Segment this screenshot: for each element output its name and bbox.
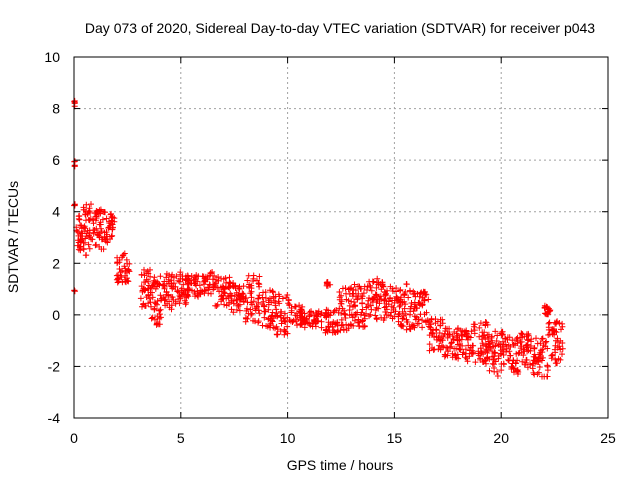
- data-point-cluster: [515, 330, 537, 372]
- x-tick-label: 20: [493, 430, 509, 446]
- data-point-cluster: [440, 325, 462, 362]
- data-point-cluster: [351, 281, 372, 330]
- data-points: [71, 97, 566, 380]
- x-tick-label: 10: [280, 430, 296, 446]
- grid-layer: [74, 57, 608, 418]
- data-point-cluster: [79, 201, 97, 259]
- data-point-cluster: [287, 302, 308, 329]
- y-tick-label: 4: [52, 204, 60, 220]
- plot-frame: [73, 56, 609, 419]
- data-point-cluster: [470, 319, 492, 367]
- x-axis-label: GPS time / hours: [287, 457, 394, 473]
- data-point-cluster: [410, 288, 432, 331]
- data-point-cluster: [212, 274, 233, 309]
- data-point-cluster: [366, 275, 387, 323]
- y-tick-label: 8: [52, 101, 60, 117]
- data-point-cluster: [242, 272, 263, 326]
- x-tick-labels: 0 5 10 15 20 25: [70, 430, 616, 446]
- x-tick-label: 15: [387, 430, 403, 446]
- data-point-cluster: [541, 302, 554, 318]
- data-point-cluster: [71, 201, 78, 209]
- data-point-cluster: [485, 328, 506, 379]
- y-tick-label: 0: [52, 307, 60, 323]
- chart-title: Day 073 of 2020, Sidereal Day-to-day VTE…: [85, 20, 595, 36]
- data-point-cluster: [71, 287, 78, 295]
- data-point-cluster: [148, 273, 165, 328]
- data-point-cluster: [323, 279, 334, 289]
- data-point-cluster: [530, 335, 551, 380]
- data-point-cluster: [169, 269, 190, 308]
- y-tick-label: -4: [48, 410, 61, 426]
- data-point-cluster: [184, 272, 204, 300]
- y-axis-label: SDTVAR / TECUs: [5, 181, 21, 293]
- data-point-cluster: [227, 280, 247, 316]
- data-point-cluster: [137, 266, 154, 310]
- data-point-cluster: [90, 206, 107, 253]
- y-tick-label: -2: [48, 358, 61, 374]
- x-tick-label: 5: [177, 430, 185, 446]
- data-point-cluster: [395, 281, 417, 333]
- x-tick-label: 25: [600, 430, 616, 446]
- data-point-cluster: [199, 269, 218, 297]
- data-point-cluster: [113, 250, 133, 286]
- data-point-cluster: [321, 306, 342, 336]
- data-point-cluster: [545, 318, 566, 367]
- data-point-cluster: [101, 209, 118, 246]
- data-point-cluster: [456, 327, 477, 365]
- y-tick-label: 6: [52, 152, 60, 168]
- y-tick-label: 10: [44, 49, 60, 65]
- y-tick-labels: -4 -2 0 2 4 6 8 10: [44, 49, 60, 426]
- data-point-cluster: [272, 291, 293, 338]
- data-point-cluster: [259, 287, 278, 331]
- data-point-cluster: [500, 334, 522, 377]
- tick-marks: [73, 56, 609, 419]
- data-point-cluster: [301, 308, 325, 331]
- x-tick-label: 0: [70, 430, 78, 446]
- y-tick-label: 2: [52, 255, 60, 271]
